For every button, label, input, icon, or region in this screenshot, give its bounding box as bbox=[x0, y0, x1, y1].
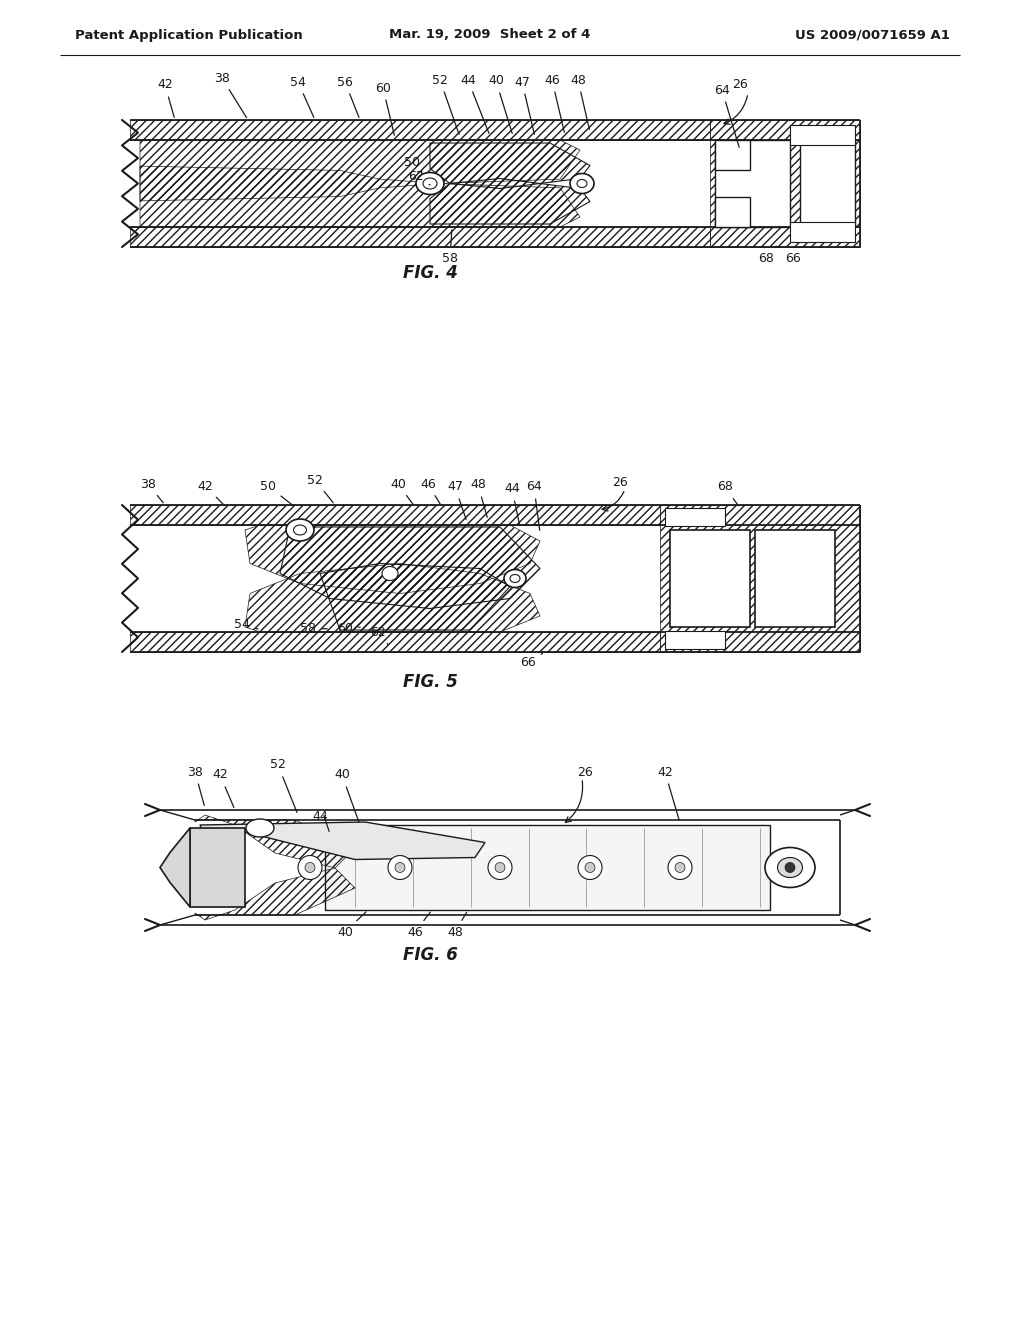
Polygon shape bbox=[160, 828, 190, 907]
Text: FIG. 5: FIG. 5 bbox=[402, 673, 458, 690]
Text: 46: 46 bbox=[420, 478, 440, 504]
Circle shape bbox=[585, 862, 595, 873]
Text: 40: 40 bbox=[390, 478, 414, 504]
Text: 58: 58 bbox=[442, 230, 458, 264]
Bar bbox=[660, 506, 860, 652]
Text: 44: 44 bbox=[312, 809, 328, 822]
Text: 47: 47 bbox=[514, 75, 535, 135]
Ellipse shape bbox=[382, 566, 398, 581]
Bar bbox=[665, 631, 725, 649]
Bar bbox=[130, 120, 710, 140]
Text: 48: 48 bbox=[470, 479, 487, 517]
Circle shape bbox=[305, 862, 315, 873]
Polygon shape bbox=[200, 822, 485, 859]
Text: 38: 38 bbox=[214, 71, 247, 117]
Text: 38: 38 bbox=[140, 478, 163, 503]
Text: 66: 66 bbox=[785, 246, 805, 264]
Circle shape bbox=[298, 855, 322, 879]
Text: 52: 52 bbox=[270, 759, 297, 812]
Ellipse shape bbox=[423, 178, 437, 189]
Text: 56: 56 bbox=[337, 75, 359, 117]
Bar bbox=[130, 140, 710, 227]
Text: 52: 52 bbox=[307, 474, 333, 503]
Ellipse shape bbox=[570, 173, 594, 194]
Bar bbox=[790, 222, 855, 242]
Text: 54: 54 bbox=[290, 75, 314, 117]
Ellipse shape bbox=[577, 180, 587, 187]
Text: 26: 26 bbox=[732, 78, 748, 91]
Text: 47: 47 bbox=[447, 480, 466, 519]
Text: 68: 68 bbox=[758, 246, 776, 264]
Bar bbox=[665, 508, 725, 525]
Text: 54: 54 bbox=[234, 619, 258, 631]
Circle shape bbox=[388, 855, 412, 879]
Text: 26: 26 bbox=[578, 766, 593, 779]
Text: 42: 42 bbox=[212, 768, 233, 808]
Bar bbox=[190, 828, 245, 907]
Text: 42: 42 bbox=[657, 766, 679, 820]
Text: 58: 58 bbox=[300, 622, 328, 635]
Ellipse shape bbox=[777, 858, 803, 878]
Text: 52: 52 bbox=[432, 74, 459, 135]
Bar bbox=[140, 527, 258, 630]
Text: 60: 60 bbox=[337, 622, 360, 635]
Ellipse shape bbox=[294, 525, 306, 535]
Circle shape bbox=[495, 862, 505, 873]
Text: 48: 48 bbox=[570, 74, 590, 129]
Bar bbox=[755, 531, 835, 627]
Ellipse shape bbox=[510, 574, 520, 582]
Text: FIG. 4: FIG. 4 bbox=[402, 264, 458, 282]
Bar bbox=[710, 120, 860, 247]
Text: 44: 44 bbox=[504, 483, 520, 524]
Text: 40: 40 bbox=[334, 768, 359, 822]
Text: 42: 42 bbox=[198, 479, 223, 504]
Bar bbox=[130, 227, 710, 247]
Bar bbox=[715, 197, 750, 227]
Circle shape bbox=[488, 855, 512, 879]
Text: 46: 46 bbox=[544, 74, 564, 132]
Text: 42: 42 bbox=[157, 78, 174, 117]
Text: 66: 66 bbox=[520, 653, 543, 668]
Ellipse shape bbox=[765, 847, 815, 887]
Text: 50: 50 bbox=[404, 156, 422, 172]
Text: 62: 62 bbox=[409, 170, 430, 185]
Text: Mar. 19, 2009  Sheet 2 of 4: Mar. 19, 2009 Sheet 2 of 4 bbox=[389, 29, 591, 41]
Circle shape bbox=[395, 862, 406, 873]
Text: 40: 40 bbox=[337, 912, 366, 939]
Bar bbox=[715, 140, 790, 227]
Circle shape bbox=[675, 862, 685, 873]
Text: 50: 50 bbox=[260, 479, 293, 506]
Ellipse shape bbox=[416, 173, 444, 194]
Bar bbox=[670, 531, 750, 627]
Text: US 2009/0071659 A1: US 2009/0071659 A1 bbox=[795, 29, 950, 41]
Text: 44: 44 bbox=[460, 74, 489, 133]
Circle shape bbox=[578, 855, 602, 879]
Circle shape bbox=[668, 855, 692, 879]
Text: 68: 68 bbox=[717, 480, 738, 506]
Text: 60: 60 bbox=[375, 82, 394, 135]
Ellipse shape bbox=[504, 569, 526, 587]
Text: 46: 46 bbox=[408, 912, 430, 939]
Ellipse shape bbox=[286, 519, 314, 541]
Text: 62: 62 bbox=[370, 626, 388, 645]
Bar bbox=[325, 825, 770, 909]
Bar bbox=[715, 140, 750, 170]
Bar bbox=[790, 125, 855, 145]
Text: 48: 48 bbox=[447, 912, 467, 939]
Bar bbox=[800, 140, 855, 227]
Circle shape bbox=[785, 862, 795, 873]
Bar bbox=[130, 525, 660, 632]
Bar bbox=[130, 506, 660, 525]
Bar bbox=[130, 632, 660, 652]
Text: 38: 38 bbox=[187, 766, 204, 805]
Text: Patent Application Publication: Patent Application Publication bbox=[75, 29, 303, 41]
Text: 64: 64 bbox=[526, 480, 542, 531]
Ellipse shape bbox=[246, 818, 274, 837]
Text: 26: 26 bbox=[612, 475, 628, 488]
Text: FIG. 6: FIG. 6 bbox=[402, 946, 458, 964]
Text: 40: 40 bbox=[488, 74, 512, 133]
Text: 64: 64 bbox=[714, 83, 739, 148]
